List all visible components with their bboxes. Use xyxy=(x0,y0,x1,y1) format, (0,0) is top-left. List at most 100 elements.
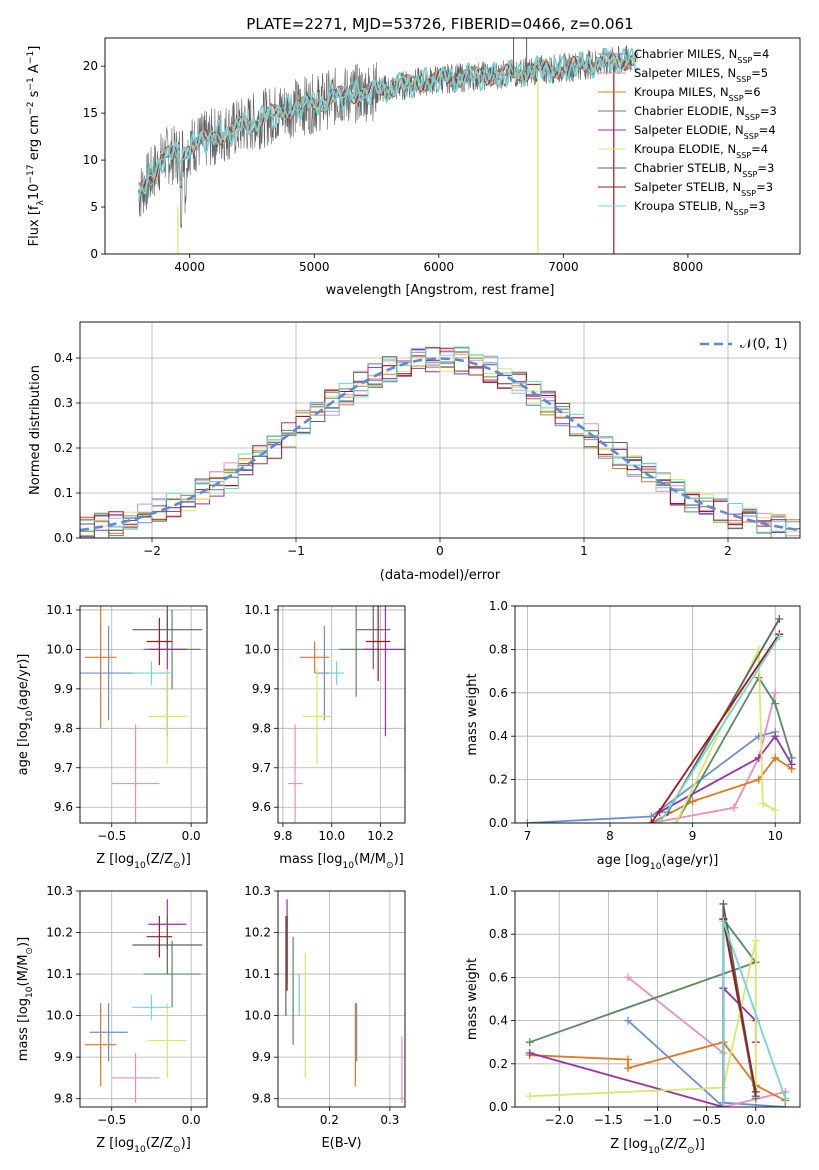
y-tick-label: 0.3 xyxy=(54,396,73,410)
x-tick-label: −2 xyxy=(143,544,161,558)
y-tick-label: 0 xyxy=(90,247,98,261)
mass-weight-marker xyxy=(672,819,681,823)
legend-entry: Salpeter ELODIE, NSSP=4 xyxy=(634,123,776,141)
model-spectrum-line xyxy=(138,52,638,194)
x-tick-label: 5000 xyxy=(299,260,330,274)
legend-entry: Chabrier MILES, NSSP=4 xyxy=(634,47,769,65)
mass-weight-series-line xyxy=(529,940,757,1098)
x-tick-label: 0.0 xyxy=(182,829,201,843)
y-tick-label: 0.0 xyxy=(489,816,508,830)
x-axis-label: E(B-V) xyxy=(321,1136,361,1151)
y-axis-label: mass weight xyxy=(465,673,480,755)
mass-weight-series-line xyxy=(529,918,758,1099)
mass-vs-ebv-panel: 0.2 0.3 9.8 9.9 10.0 10.1 10.2 10.3 E(B-V) xyxy=(244,884,406,1151)
y-tick-label: 0.2 xyxy=(489,1057,508,1071)
mass-weight-marker xyxy=(758,799,767,808)
mass-weight-series-line xyxy=(659,734,793,813)
x-tick-label: 6000 xyxy=(424,260,455,274)
x-tick-label: 2 xyxy=(724,544,732,558)
legend-entry: Chabrier ELODIE, NSSP=3 xyxy=(634,104,777,122)
mass-weight-marker xyxy=(688,797,697,806)
y-axis-label: Normed distribution xyxy=(28,365,43,495)
y-tick-label: 15 xyxy=(83,106,98,120)
y-tick-label: 9.8 xyxy=(252,1092,271,1106)
mass-weight-marker xyxy=(719,1103,728,1107)
plot-area xyxy=(84,899,203,1103)
mass-weight-marker xyxy=(624,1016,633,1025)
mass-weight-series-line xyxy=(650,633,781,823)
mass-weight-series-line xyxy=(658,635,781,823)
mass-weight-marker xyxy=(525,1049,534,1057)
axes-frame xyxy=(79,890,208,1108)
axes-frame xyxy=(277,890,406,1108)
y-tick-label: 9.6 xyxy=(54,800,73,814)
y-tick-label: 10.0 xyxy=(46,1009,73,1023)
x-tick-label: −0.5 xyxy=(692,1113,721,1127)
x-axis-label: age [log10(age/yr)] xyxy=(597,853,719,872)
x-tick-label: 7 xyxy=(524,829,532,843)
y-tick-label: 0.0 xyxy=(489,1100,508,1114)
mass-weight-marker xyxy=(719,899,728,908)
legend-entry: 𝒩(0, 1) xyxy=(740,337,787,352)
y-tick-label: 9.8 xyxy=(54,721,73,735)
y-tick-label: 9.7 xyxy=(54,761,73,775)
mass-weight-series-line xyxy=(529,1041,786,1102)
y-tick-label: 0.1 xyxy=(54,486,73,500)
x-tick-label: 0 xyxy=(436,544,444,558)
mass-weight-marker xyxy=(787,760,796,769)
y-tick-label: 0.6 xyxy=(489,970,508,984)
y-tick-label: 9.9 xyxy=(252,682,271,696)
x-tick-label: 0.2 xyxy=(320,1113,339,1127)
x-tick-label: 10.0 xyxy=(318,829,345,843)
y-tick-label: 0.6 xyxy=(489,686,508,700)
y-tick-label: 10.0 xyxy=(46,642,73,656)
legend-entry: Salpeter MILES, NSSP=5 xyxy=(634,66,768,84)
y-tick-label: 9.6 xyxy=(252,800,271,814)
axes-frame xyxy=(79,605,208,824)
mass-weight-marker xyxy=(771,732,780,741)
x-tick-label: 0.0 xyxy=(182,1113,201,1127)
x-axis-label: Z [log10(Z/Z⊙)] xyxy=(96,852,191,871)
plot-area xyxy=(523,615,796,823)
y-tick-label: 1.0 xyxy=(489,599,508,613)
model-spectrum-line xyxy=(138,49,638,195)
y-tick-label: 0.4 xyxy=(489,729,508,743)
y-axis-label: age [log10(age/yr)] xyxy=(16,654,35,776)
y-tick-label: 10.0 xyxy=(244,642,271,656)
spectrum-panel: 4000 5000 6000 7000 8000 0 5 10 15 20 Chabrier MIL… xyxy=(26,37,801,298)
x-tick-label: −1.5 xyxy=(594,1113,623,1127)
x-tick-label: 4000 xyxy=(174,260,205,274)
residuals-panel: −2 −1 0 1 2 0.0 0.1 0.2 0.3 0.4 𝒩(0, 1) (data-model… xyxy=(28,321,801,583)
x-tick-label: −1.0 xyxy=(643,1113,672,1127)
x-tick-label: 8000 xyxy=(673,260,704,274)
x-tick-label: 8 xyxy=(606,829,614,843)
y-tick-label: 5 xyxy=(90,200,98,214)
x-axis-label: Z [log10(Z/Z⊙)] xyxy=(96,1136,191,1155)
normal-distribution-curve xyxy=(80,357,800,532)
spectrum-title: PLATE=2271, MJD=53726, FIBERID=0466, z=0… xyxy=(246,15,633,33)
y-tick-label: 10.1 xyxy=(244,603,271,617)
mass-weight-marker xyxy=(775,615,784,624)
plot-area xyxy=(80,346,800,538)
mass-weight-marker xyxy=(771,688,780,697)
mass-weight-marker xyxy=(525,1038,534,1047)
y-tick-label: 10.0 xyxy=(244,1009,271,1023)
mass-weight-marker xyxy=(771,753,780,762)
y-tick-label: 0.4 xyxy=(54,351,73,365)
y-tick-label: 10.3 xyxy=(46,884,73,898)
mass-weight-series-line xyxy=(527,731,776,823)
plot-area xyxy=(137,38,639,254)
x-tick-label: −0.5 xyxy=(97,1113,126,1127)
mass-weight-series-line xyxy=(675,649,776,823)
x-axis-label: (data-model)/error xyxy=(380,568,501,583)
y-tick-label: 10.2 xyxy=(244,926,271,940)
y-tick-label: 10.1 xyxy=(46,967,73,981)
y-tick-label: 10.3 xyxy=(244,884,271,898)
mass-weight-marker xyxy=(624,1055,633,1064)
y-tick-label: 9.7 xyxy=(252,761,271,775)
mass-weight-marker xyxy=(771,699,780,708)
legend-entry: Chabrier STELIB, NSSP=3 xyxy=(634,161,774,179)
x-tick-label: −2.0 xyxy=(545,1113,574,1127)
y-tick-label: 10 xyxy=(83,153,98,167)
mass-weight-marker xyxy=(624,973,633,982)
